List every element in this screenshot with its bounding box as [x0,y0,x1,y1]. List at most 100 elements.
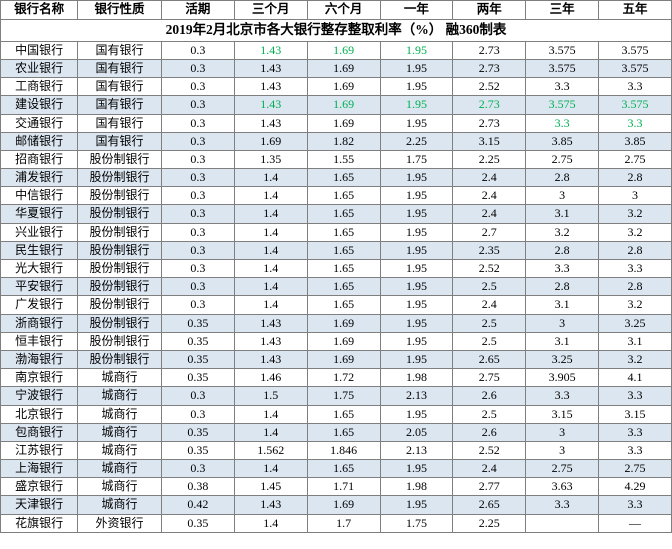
rate-cell: 1.95 [380,332,453,350]
bank-name: 江苏银行 [1,441,78,459]
table-row: 南京银行城商行0.351.461.721.982.753.9054.1 [1,369,672,387]
rate-cell: 0.35 [161,514,234,532]
bank-type: 股份制银行 [78,314,162,332]
bank-type: 股份制银行 [78,241,162,259]
rate-cell: 3.3 [526,114,599,132]
table-row: 盛京银行城商行0.381.451.711.982.773.634.29 [1,478,672,496]
bank-type: 城商行 [78,387,162,405]
rate-cell: 2.8 [599,241,672,259]
rate-cell: 1.65 [307,278,380,296]
rate-cell: 1.846 [307,441,380,459]
rate-cell: 0.38 [161,478,234,496]
rate-cell: 3.85 [599,132,672,150]
rate-cell: 2.65 [453,496,526,514]
rate-cell: 1.4 [234,405,307,423]
rate-cell: 1.43 [234,41,307,59]
rate-cell: 2.13 [380,387,453,405]
bank-type: 国有银行 [78,132,162,150]
rate-cell: 2.73 [453,96,526,114]
rate-cell: 1.98 [380,369,453,387]
bank-name: 华夏银行 [1,205,78,223]
rate-cell: 0.35 [161,423,234,441]
rate-cell: 3.3 [599,496,672,514]
rate-cell: 1.45 [234,478,307,496]
rate-cell: 2.65 [453,350,526,368]
rate-cell: 3.2 [599,205,672,223]
rate-cell: 0.3 [161,59,234,77]
rate-cell: 1.69 [307,114,380,132]
bank-type: 城商行 [78,405,162,423]
rate-cell: 3.1 [526,332,599,350]
rate-cell: 1.4 [234,241,307,259]
rate-cell: 1.4 [234,460,307,478]
table-row: 华夏银行股份制银行0.31.41.651.952.43.13.2 [1,205,672,223]
rate-cell: 2.4 [453,460,526,478]
rate-cell: 0.3 [161,114,234,132]
rates-table: 2019年2月北京市各大银行整存整取利率（%） 融360制表 银行名称银行性质活… [0,0,672,533]
rate-cell: 3.3 [599,387,672,405]
rate-cell: 1.95 [380,314,453,332]
rate-cell: 1.4 [234,296,307,314]
rate-cell: 3.575 [599,41,672,59]
rate-cell: 1.69 [234,132,307,150]
rate-cell: 0.3 [161,460,234,478]
rate-cell: 1.65 [307,460,380,478]
rate-cell: 1.65 [307,405,380,423]
bank-type: 国有银行 [78,41,162,59]
bank-name: 中国银行 [1,41,78,59]
rate-cell: 1.95 [380,205,453,223]
rate-cell: 2.52 [453,441,526,459]
rate-cell: 3.2 [599,350,672,368]
bank-type: 股份制银行 [78,150,162,168]
rate-cell: 2.6 [453,387,526,405]
rate-cell: 3.25 [599,314,672,332]
rate-cell: 1.65 [307,223,380,241]
bank-type: 外资银行 [78,514,162,532]
rate-cell: 1.4 [234,514,307,532]
rate-cell: 3.63 [526,478,599,496]
rate-cell: 0.3 [161,278,234,296]
rate-cell: 3.3 [599,78,672,96]
bank-name: 广发银行 [1,296,78,314]
rate-cell: 3.1 [526,205,599,223]
rate-cell: 2.8 [526,278,599,296]
bank-name: 邮储银行 [1,132,78,150]
rate-cell: 0.35 [161,441,234,459]
rate-cell: 3.3 [526,78,599,96]
col-header: 一年 [380,1,453,20]
col-header: 银行名称 [1,1,78,20]
rate-cell: 3.3 [599,441,672,459]
bank-type: 城商行 [78,369,162,387]
rate-cell: 3.25 [526,350,599,368]
bank-name: 农业银行 [1,59,78,77]
table-row: 上海银行城商行0.31.41.651.952.42.752.75 [1,460,672,478]
table-row: 工商银行国有银行0.31.431.691.952.523.33.3 [1,78,672,96]
rate-cell: 2.13 [380,441,453,459]
rate-cell: 3.575 [599,96,672,114]
rate-cell: 3 [526,441,599,459]
rate-cell: 1.95 [380,350,453,368]
rate-cell: 1.65 [307,187,380,205]
rate-cell: 3 [526,314,599,332]
bank-name: 花旗银行 [1,514,78,532]
bank-type: 股份制银行 [78,332,162,350]
rate-cell: 3.15 [599,405,672,423]
bank-name: 光大银行 [1,260,78,278]
rate-cell: 1.95 [380,241,453,259]
rate-cell: 2.4 [453,169,526,187]
rate-cell: 1.69 [307,41,380,59]
rate-cell: 0.3 [161,187,234,205]
rate-cell: 3.2 [599,296,672,314]
rate-cell: 1.43 [234,496,307,514]
rate-cell: 1.562 [234,441,307,459]
table-row: 浦发银行股份制银行0.31.41.651.952.42.82.8 [1,169,672,187]
rate-cell: 0.3 [161,387,234,405]
table-row: 江苏银行城商行0.351.5621.8462.132.5233.3 [1,441,672,459]
rate-cell: 1.4 [234,278,307,296]
rate-cell: 3.3 [526,387,599,405]
rate-cell: 3.3 [599,423,672,441]
col-header: 三年 [526,1,599,20]
rate-cell: 2.25 [453,514,526,532]
table-body: 中国银行国有银行0.31.431.691.952.733.5753.575农业银… [1,41,672,532]
rate-cell: 1.72 [307,369,380,387]
